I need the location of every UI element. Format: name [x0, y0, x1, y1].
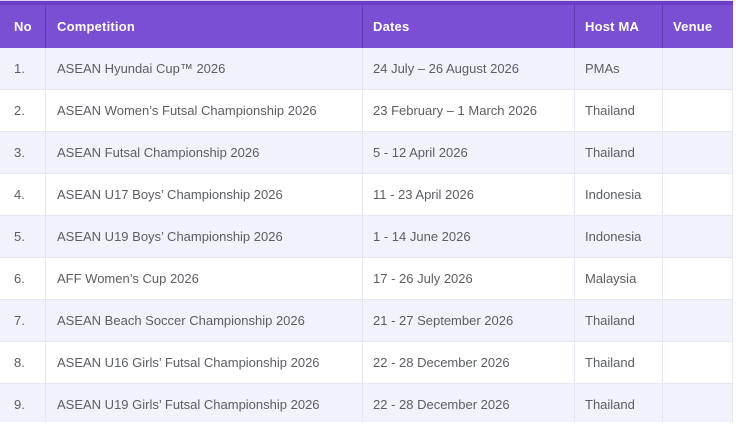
table-row: 5. ASEAN U19 Boys’ Championship 2026 1 -…: [0, 216, 733, 258]
cell-competition: ASEAN Women’s Futsal Championship 2026: [46, 90, 363, 131]
cell-host-ma: Indonesia: [575, 174, 663, 215]
cell-no: 5.: [0, 216, 46, 257]
cell-dates: 17 - 26 July 2026: [363, 258, 575, 299]
cell-host-ma: Thailand: [575, 342, 663, 383]
table-row: 7. ASEAN Beach Soccer Championship 2026 …: [0, 300, 733, 342]
column-header-competition: Competition: [46, 5, 363, 48]
cell-no: 9.: [0, 384, 46, 422]
cell-dates: 11 - 23 April 2026: [363, 174, 575, 215]
cell-host-ma: PMAs: [575, 48, 663, 89]
table-body: 1. ASEAN Hyundai Cup™ 2026 24 July – 26 …: [0, 48, 733, 422]
cell-competition: AFF Women’s Cup 2026: [46, 258, 363, 299]
cell-competition: ASEAN U19 Girls’ Futsal Championship 202…: [46, 384, 363, 422]
cell-no: 1.: [0, 48, 46, 89]
table-row: 2. ASEAN Women’s Futsal Championship 202…: [0, 90, 733, 132]
cell-dates: 1 - 14 June 2026: [363, 216, 575, 257]
table-header-row: No Competition Dates Host MA Venue: [0, 5, 733, 48]
cell-dates: 24 July – 26 August 2026: [363, 48, 575, 89]
cell-no: 6.: [0, 258, 46, 299]
cell-dates: 5 - 12 April 2026: [363, 132, 575, 173]
cell-dates: 22 - 28 December 2026: [363, 384, 575, 422]
column-header-venue: Venue: [673, 19, 713, 34]
cell-competition: ASEAN U17 Boys’ Championship 2026: [46, 174, 363, 215]
cell-venue: [663, 300, 733, 341]
cell-no: 4.: [0, 174, 46, 215]
cell-competition: ASEAN U16 Girls’ Futsal Championship 202…: [46, 342, 363, 383]
table-top-strip: [0, 0, 733, 5]
cell-host-ma: Thailand: [575, 300, 663, 341]
cell-venue: [663, 48, 733, 89]
cell-no: 7.: [0, 300, 46, 341]
cell-venue: [663, 342, 733, 383]
column-header-host-ma: Host MA: [575, 5, 663, 48]
table-row: 1. ASEAN Hyundai Cup™ 2026 24 July – 26 …: [0, 48, 733, 90]
cell-venue: [663, 384, 733, 422]
column-header-dates: Dates: [363, 5, 575, 48]
cell-dates: 21 - 27 September 2026: [363, 300, 575, 341]
cell-no: 3.: [0, 132, 46, 173]
cell-host-ma: Malaysia: [575, 258, 663, 299]
table-row: 3. ASEAN Futsal Championship 2026 5 - 12…: [0, 132, 733, 174]
column-header-no: No: [0, 5, 46, 48]
cell-venue: [663, 258, 733, 299]
cell-host-ma: Thailand: [575, 384, 663, 422]
cell-venue: [663, 132, 733, 173]
table-row: 8. ASEAN U16 Girls’ Futsal Championship …: [0, 342, 733, 384]
cell-host-ma: Thailand: [575, 132, 663, 173]
cell-dates: 23 February – 1 March 2026: [363, 90, 575, 131]
cell-host-ma: Indonesia: [575, 216, 663, 257]
cell-venue: [663, 174, 733, 215]
cell-competition: ASEAN U19 Boys’ Championship 2026: [46, 216, 363, 257]
table-row: 4. ASEAN U17 Boys’ Championship 2026 11 …: [0, 174, 733, 216]
cell-competition: ASEAN Beach Soccer Championship 2026: [46, 300, 363, 341]
cell-competition: ASEAN Hyundai Cup™ 2026: [46, 48, 363, 89]
cell-host-ma: Thailand: [575, 90, 663, 131]
cell-no: 2.: [0, 90, 46, 131]
cell-venue: [663, 216, 733, 257]
cell-venue: [663, 90, 733, 131]
cell-competition: ASEAN Futsal Championship 2026: [46, 132, 363, 173]
cell-no: 8.: [0, 342, 46, 383]
table-row: 6. AFF Women’s Cup 2026 17 - 26 July 202…: [0, 258, 733, 300]
cell-dates: 22 - 28 December 2026: [363, 342, 575, 383]
table-row: 9. ASEAN U19 Girls’ Futsal Championship …: [0, 384, 733, 422]
